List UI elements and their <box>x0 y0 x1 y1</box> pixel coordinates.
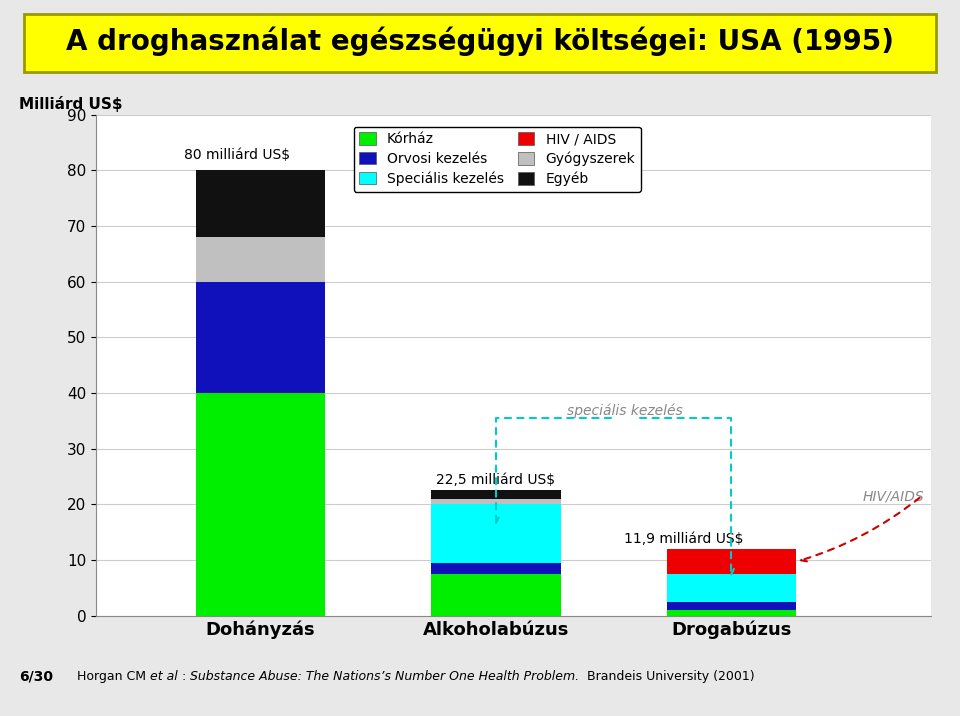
Text: 80 milliárd US$: 80 milliárd US$ <box>184 148 290 162</box>
Text: Brandeis University (2001): Brandeis University (2001) <box>579 670 755 683</box>
Bar <box>196 170 325 237</box>
Bar <box>666 549 796 574</box>
Text: 22,5 milliárd US$: 22,5 milliárd US$ <box>437 473 556 487</box>
Text: Substance Abuse: The Nations’s Number One Health Problem.: Substance Abuse: The Nations’s Number On… <box>190 670 579 683</box>
Bar <box>196 393 325 616</box>
Text: speciális kezelés: speciális kezelés <box>567 404 684 418</box>
Text: A droghasználat egészségügyi költségei: USA (1995): A droghasználat egészségügyi költségei: … <box>66 27 894 57</box>
Text: :: : <box>178 670 190 683</box>
Text: 6/30: 6/30 <box>19 669 53 684</box>
Bar <box>196 237 325 281</box>
Text: 11,9 milliárd US$: 11,9 milliárd US$ <box>624 532 744 546</box>
Bar <box>431 499 561 504</box>
Bar <box>666 602 796 610</box>
Bar <box>431 504 561 563</box>
FancyBboxPatch shape <box>24 14 936 72</box>
Text: et al: et al <box>150 670 178 683</box>
Bar <box>431 574 561 616</box>
Bar <box>666 610 796 616</box>
Text: HIV/AIDS: HIV/AIDS <box>862 489 924 503</box>
Bar <box>431 490 561 499</box>
Bar <box>431 563 561 574</box>
Legend: Kórház, Orvosi kezelés, Speciális kezelés, HIV / AIDS, Gyógyszerek, Egyéb: Kórház, Orvosi kezelés, Speciális kezelé… <box>353 127 641 192</box>
Text: Horgan CM: Horgan CM <box>77 670 150 683</box>
Bar <box>196 281 325 393</box>
Bar <box>666 574 796 602</box>
Text: Milliárd US$: Milliárd US$ <box>19 96 123 112</box>
